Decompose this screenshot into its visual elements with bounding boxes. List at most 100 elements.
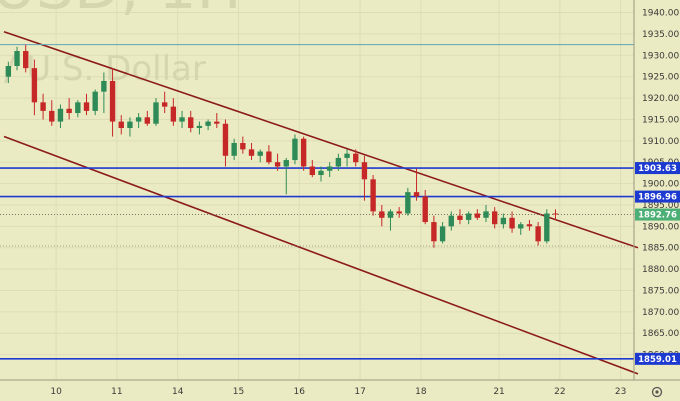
y-tick-label: 1925.00 [642, 73, 679, 83]
grid-lines [0, 0, 634, 380]
candle [266, 145, 272, 165]
candle [161, 91, 168, 114]
candle-body [127, 121, 133, 128]
candle-body [309, 166, 316, 176]
level-tag [635, 162, 680, 175]
candle [92, 89, 98, 116]
candle [518, 222, 524, 235]
candle-body [135, 117, 142, 122]
candle-body [57, 108, 64, 122]
candle-body [544, 213, 550, 242]
candle [57, 104, 64, 128]
candle-body [75, 102, 81, 114]
candle-body [335, 157, 342, 167]
candle-body [66, 108, 72, 114]
candle [23, 44, 29, 73]
candle-body [483, 211, 489, 218]
candle-body [248, 149, 255, 156]
candle [457, 209, 463, 225]
candle [127, 117, 133, 137]
candle [379, 204, 385, 227]
candle-body [326, 166, 333, 171]
time-axis[interactable]: 10 11 14 15 16 17 18 21 22 23 [50, 387, 626, 397]
candle-body [509, 217, 515, 229]
candle [196, 121, 203, 135]
candle-body [439, 226, 446, 242]
candle-body [92, 91, 98, 111]
candle-body [526, 224, 533, 227]
candle [283, 157, 289, 195]
candle [353, 149, 359, 167]
candle [248, 142, 255, 161]
candlestick-series [5, 44, 559, 248]
candle [318, 166, 324, 182]
candle [292, 134, 298, 165]
candle [240, 136, 246, 154]
candle-body [353, 153, 359, 163]
x-tick-label: 10 [50, 387, 62, 397]
candle [396, 207, 402, 218]
candle [205, 119, 211, 131]
time-axis-panel [0, 380, 680, 401]
level-tag [635, 190, 680, 203]
candle-body [40, 102, 46, 111]
candle [492, 207, 498, 229]
candle-body [422, 196, 428, 223]
channel-line[interactable] [3, 135, 639, 375]
candle [66, 98, 72, 120]
candle-body [222, 123, 229, 156]
candle [448, 211, 454, 231]
candle [405, 187, 411, 216]
level-tag-label: 1903.63 [638, 164, 677, 174]
level-tag [635, 352, 680, 365]
plot-background [0, 0, 634, 380]
trend-channel-lines[interactable] [3, 31, 639, 375]
candle-body [457, 215, 463, 220]
y-tick-label: 1870.00 [642, 308, 679, 318]
candle-body [196, 125, 203, 128]
y-tick-label: 1940.00 [642, 9, 679, 19]
candle-body [161, 102, 168, 107]
gear-icon[interactable] [651, 386, 663, 398]
candle-body [153, 102, 159, 124]
settings-button[interactable] [651, 386, 663, 398]
price-axis-panel [634, 0, 680, 380]
y-tick-label: 1900.00 [642, 180, 679, 190]
candle-body [5, 66, 12, 77]
x-tick-label: 17 [354, 387, 365, 397]
x-tick-label: 14 [172, 387, 184, 397]
current-price-tag-label: 1892.76 [638, 211, 677, 221]
candle [465, 211, 472, 225]
candle-body [474, 213, 481, 218]
candle [431, 215, 437, 248]
candle [535, 222, 541, 246]
candle [439, 222, 446, 244]
current-price-tag [635, 208, 680, 221]
y-tick-label: 1935.00 [642, 30, 679, 40]
candle [552, 209, 559, 220]
candle [214, 113, 220, 128]
candle [14, 46, 20, 71]
y-tick-label: 1890.00 [642, 222, 679, 232]
candle-body [23, 51, 29, 69]
level-tag-label: 1859.01 [638, 355, 677, 365]
candle-body [292, 138, 298, 161]
candle [335, 153, 342, 171]
y-tick-label: 1875.00 [642, 286, 679, 296]
candle-body [179, 117, 185, 122]
candle [144, 110, 150, 126]
candle-body [518, 224, 524, 229]
x-tick-label: 22 [554, 387, 565, 397]
candle-body [405, 192, 411, 214]
x-tick-label: 23 [615, 387, 626, 397]
candle-body [214, 121, 220, 124]
y-tick-label: 1880.00 [642, 265, 679, 275]
channel-line[interactable] [3, 31, 639, 249]
y-tick-label: 1885.00 [642, 244, 679, 254]
candle-body [101, 80, 107, 92]
candle-body [492, 211, 498, 225]
candle [40, 93, 46, 120]
horizontal-levels[interactable] [0, 44, 634, 360]
candle [231, 138, 237, 161]
